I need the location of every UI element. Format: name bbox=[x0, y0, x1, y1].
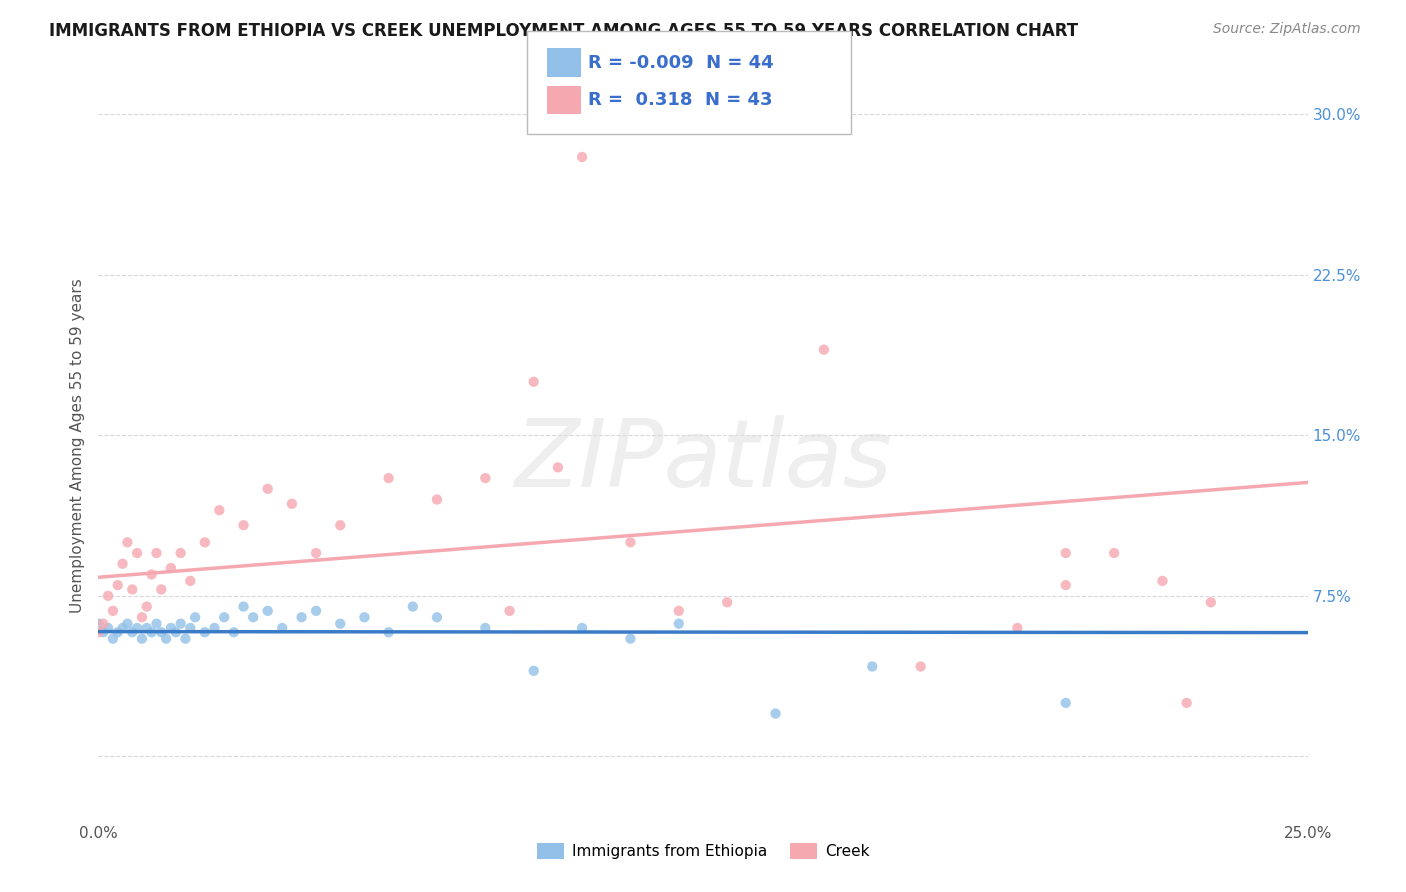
Point bbox=[160, 621, 183, 635]
Point bbox=[474, 621, 496, 635]
Text: R =  0.318  N = 43: R = 0.318 N = 43 bbox=[588, 91, 772, 109]
Y-axis label: Unemployment Among Ages 55 to 59 years: Unemployment Among Ages 55 to 59 years bbox=[70, 278, 86, 614]
Point bbox=[111, 621, 134, 635]
Point bbox=[290, 610, 312, 624]
Point bbox=[150, 625, 173, 640]
Point bbox=[135, 599, 157, 614]
Point bbox=[1054, 696, 1077, 710]
Point bbox=[127, 621, 149, 635]
Point bbox=[474, 471, 496, 485]
Point bbox=[97, 621, 120, 635]
Text: R = -0.009  N = 44: R = -0.009 N = 44 bbox=[588, 54, 773, 72]
Point bbox=[121, 582, 143, 597]
Point bbox=[1199, 595, 1222, 609]
Point bbox=[87, 625, 110, 640]
Point bbox=[121, 625, 143, 640]
Point bbox=[111, 557, 134, 571]
Point bbox=[765, 706, 787, 721]
Point bbox=[179, 574, 201, 588]
Point bbox=[107, 578, 129, 592]
Text: Source: ZipAtlas.com: Source: ZipAtlas.com bbox=[1213, 22, 1361, 37]
Point bbox=[329, 616, 352, 631]
Text: IMMIGRANTS FROM ETHIOPIA VS CREEK UNEMPLOYMENT AMONG AGES 55 TO 59 YEARS CORRELA: IMMIGRANTS FROM ETHIOPIA VS CREEK UNEMPL… bbox=[49, 22, 1078, 40]
Point bbox=[141, 567, 163, 582]
Point bbox=[135, 621, 157, 635]
Point bbox=[160, 561, 183, 575]
Point bbox=[571, 621, 593, 635]
Point bbox=[131, 610, 153, 624]
Point bbox=[619, 632, 641, 646]
Point bbox=[668, 604, 690, 618]
Point bbox=[716, 595, 738, 609]
Point bbox=[329, 518, 352, 533]
Point bbox=[426, 492, 449, 507]
Point bbox=[281, 497, 304, 511]
Point bbox=[97, 589, 120, 603]
Point bbox=[271, 621, 294, 635]
Point bbox=[117, 535, 139, 549]
Point bbox=[117, 616, 139, 631]
Point bbox=[169, 616, 191, 631]
Point bbox=[353, 610, 375, 624]
Point bbox=[194, 625, 217, 640]
Point bbox=[242, 610, 264, 624]
Point bbox=[619, 535, 641, 549]
Point bbox=[1054, 546, 1077, 560]
Point bbox=[305, 546, 328, 560]
Point bbox=[256, 482, 278, 496]
Point bbox=[305, 604, 328, 618]
Point bbox=[1152, 574, 1174, 588]
Point bbox=[91, 625, 114, 640]
Point bbox=[547, 460, 569, 475]
Point bbox=[222, 625, 245, 640]
Point bbox=[165, 625, 187, 640]
Point bbox=[87, 616, 110, 631]
Point bbox=[523, 375, 546, 389]
Point bbox=[426, 610, 449, 624]
Point bbox=[145, 616, 167, 631]
Point bbox=[91, 616, 114, 631]
Point bbox=[377, 625, 399, 640]
Point bbox=[208, 503, 231, 517]
Point bbox=[127, 546, 149, 560]
Point bbox=[131, 632, 153, 646]
Point bbox=[179, 621, 201, 635]
Point bbox=[402, 599, 425, 614]
Point bbox=[101, 604, 124, 618]
Point bbox=[256, 604, 278, 618]
Point bbox=[377, 471, 399, 485]
Point bbox=[101, 632, 124, 646]
Point bbox=[232, 599, 254, 614]
Point bbox=[860, 659, 883, 673]
Point bbox=[194, 535, 217, 549]
Point bbox=[1054, 578, 1077, 592]
Point bbox=[150, 582, 173, 597]
Point bbox=[107, 625, 129, 640]
Point bbox=[1175, 696, 1198, 710]
Point bbox=[1102, 546, 1125, 560]
Point bbox=[141, 625, 163, 640]
Point bbox=[498, 604, 520, 618]
Legend: Immigrants from Ethiopia, Creek: Immigrants from Ethiopia, Creek bbox=[530, 838, 876, 865]
Point bbox=[212, 610, 235, 624]
Point bbox=[813, 343, 835, 357]
Point bbox=[155, 632, 177, 646]
Text: ZIPatlas: ZIPatlas bbox=[515, 416, 891, 507]
Point bbox=[571, 150, 593, 164]
Point bbox=[523, 664, 546, 678]
Point bbox=[174, 632, 197, 646]
Point bbox=[204, 621, 226, 635]
Point bbox=[910, 659, 932, 673]
Point bbox=[184, 610, 207, 624]
Point bbox=[668, 616, 690, 631]
Point bbox=[145, 546, 167, 560]
Point bbox=[169, 546, 191, 560]
Point bbox=[1007, 621, 1029, 635]
Point bbox=[232, 518, 254, 533]
